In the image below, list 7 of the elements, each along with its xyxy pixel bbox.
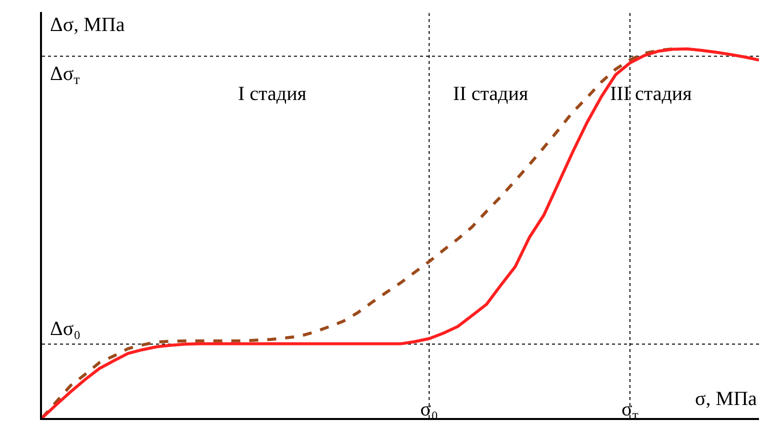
annotation: II стадия — [453, 83, 528, 105]
annotation: I стадия — [238, 83, 306, 105]
ref-line-label: Δσ$_{т}$ — [50, 63, 80, 88]
annotation: III стадия — [610, 83, 692, 105]
y-axis-title: Δσ, МПа — [50, 14, 125, 36]
ref-line-label: Δσ₀ — [50, 318, 81, 340]
x-axis-title: σ, МПа — [695, 388, 758, 410]
